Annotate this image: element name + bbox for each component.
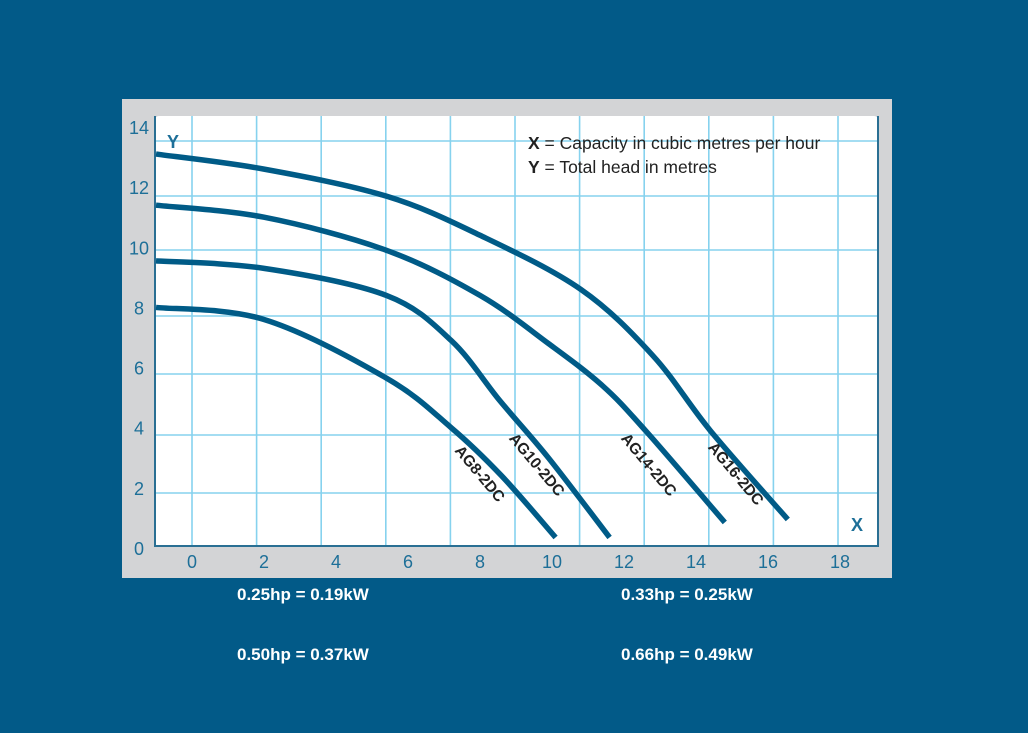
- x-tick-label: 2: [259, 552, 269, 572]
- y-tick-label: 6: [134, 359, 144, 379]
- axis-frame: [154, 116, 879, 547]
- legend-text: = Total head in metres: [540, 157, 717, 177]
- y-tick-label: 4: [134, 419, 144, 439]
- y-tick-label: 12: [129, 178, 149, 198]
- legend-key: X: [528, 133, 540, 153]
- y-tick-label: 2: [134, 479, 144, 499]
- x-tick-label: 0: [187, 552, 197, 572]
- x-tick-label: 8: [475, 552, 485, 572]
- plot-area: [155, 116, 878, 546]
- x-axis-label: X: [851, 515, 863, 535]
- y-axis-label: Y: [167, 132, 179, 152]
- power-label-3: 0.50hp = 0.37kW: [237, 645, 369, 664]
- x-tick-label: 12: [614, 552, 634, 572]
- curve-ag10-2dc: [155, 258, 612, 540]
- power-label-1: 0.25hp = 0.19kW: [237, 585, 369, 604]
- y-tick-label: 10: [129, 238, 149, 258]
- legend-line: X = Capacity in cubic metres per hour: [528, 133, 820, 153]
- legend-line: Y = Total head in metres: [528, 157, 717, 177]
- x-tick-label: 14: [686, 552, 706, 572]
- x-tick-label: 4: [331, 552, 341, 572]
- legend-key: Y: [528, 157, 540, 177]
- x-tick-label: 10: [542, 552, 562, 572]
- y-tick-label: 14: [129, 118, 149, 138]
- y-tick-label: 8: [134, 298, 144, 318]
- x-tick-label: 6: [403, 552, 413, 572]
- power-label-4: 0.66hp = 0.49kW: [621, 645, 753, 664]
- legend-text: = Capacity in cubic metres per hour: [540, 133, 821, 153]
- y-tick-label: 0: [134, 539, 144, 559]
- x-tick-label: 16: [758, 552, 778, 572]
- curve-ag8-2dc: [155, 304, 558, 540]
- power-label-2: 0.33hp = 0.25kW: [621, 585, 753, 604]
- x-tick-label: 18: [830, 552, 850, 572]
- curve-ag16-2dc: [155, 151, 790, 522]
- curve-ag14-2dc: [155, 202, 727, 525]
